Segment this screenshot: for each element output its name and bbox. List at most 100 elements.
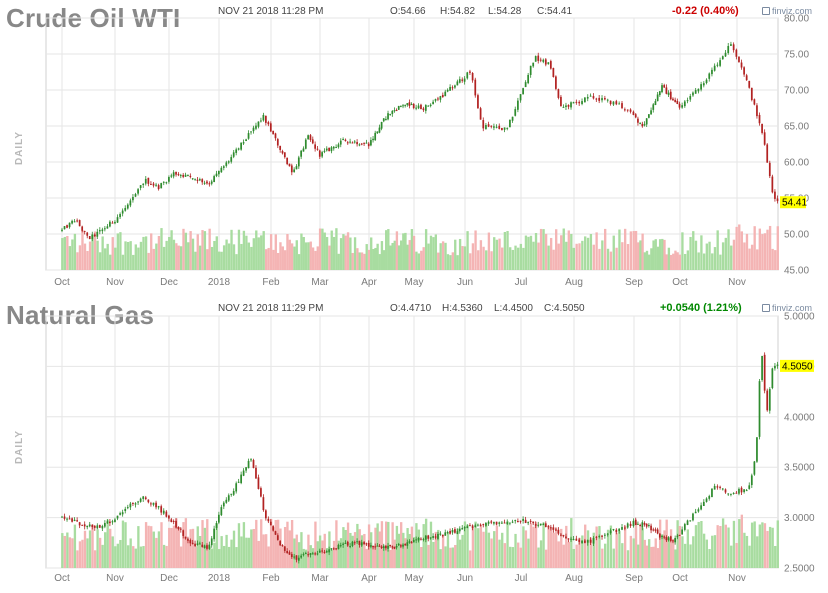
candle-body [676, 100, 679, 105]
volume-bar [252, 238, 255, 270]
candle-body [683, 524, 686, 530]
volume-bar [667, 247, 671, 270]
volume-bar [314, 250, 317, 270]
candle-body [732, 492, 735, 494]
candle-body [692, 92, 694, 96]
volume-bar [297, 254, 301, 270]
candle-body [652, 104, 655, 110]
candle-body [567, 538, 570, 540]
volume-bar [503, 543, 507, 568]
x-tick-label: Dec [160, 277, 178, 288]
candle-body [177, 174, 180, 176]
volume-bar [745, 535, 749, 568]
volume-bar [168, 236, 171, 270]
volume-bar [621, 543, 624, 568]
candle-body [672, 98, 674, 101]
candle-body [235, 149, 238, 153]
candle-body [242, 470, 245, 476]
candle-body [626, 523, 629, 528]
candle-body [415, 539, 417, 541]
candle-body [420, 538, 422, 540]
candle-body [344, 542, 347, 544]
natural-gas-brand[interactable]: finviz.com [762, 303, 812, 313]
volume-bar [137, 526, 140, 568]
candle-body [719, 60, 721, 66]
volume-bar [318, 228, 322, 270]
candle-body [458, 79, 461, 83]
volume-bar [316, 246, 319, 270]
candle-body [689, 520, 692, 522]
volume-bar [198, 245, 202, 270]
candle-body [139, 498, 142, 502]
volume-bar [716, 525, 719, 568]
candle-body [686, 100, 689, 102]
candle-body [391, 110, 394, 114]
volume-bar [689, 236, 692, 270]
candle-body [694, 90, 697, 94]
candle-body [522, 518, 524, 521]
x-tick-label: Oct [672, 573, 688, 584]
volume-bar [522, 247, 525, 270]
candle-body [309, 135, 312, 140]
candle-body [187, 174, 189, 176]
candle-body [73, 519, 76, 522]
candle-body [367, 542, 370, 547]
candle-body [650, 110, 652, 115]
volume-bar [134, 548, 137, 568]
candle-body [441, 94, 444, 97]
candle-body [162, 510, 165, 514]
natural-gas-change: +0.0540 (1.21%) [660, 302, 742, 314]
volume-bar [274, 519, 277, 568]
volume-bar [198, 536, 202, 568]
volume-bar [63, 535, 66, 568]
candle-body [503, 127, 506, 130]
candle-body [316, 148, 319, 150]
volume-bar [495, 525, 499, 568]
volume-bar [626, 550, 630, 568]
volume-bar [648, 539, 651, 568]
volume-bar [232, 530, 236, 568]
volume-bar [332, 540, 336, 568]
volume-bar [738, 224, 741, 270]
volume-bar [539, 228, 543, 270]
candle-body [771, 176, 774, 193]
volume-bar [503, 231, 507, 270]
volume-bar [321, 540, 324, 568]
y-tick-label: 2.5000 [784, 564, 815, 575]
crude-oil-datetime: NOV 21 2018 11:28 PM [218, 6, 324, 17]
candle-body [477, 524, 479, 526]
candle-body [652, 529, 655, 531]
candle-body [78, 220, 81, 227]
volume-bar [763, 233, 767, 270]
volume-bar [601, 240, 604, 270]
volume-bar [648, 254, 651, 270]
volume-bar [276, 519, 280, 568]
candle-body [242, 142, 245, 144]
volume-bar [586, 530, 590, 568]
volume-bar [126, 545, 130, 568]
volume-bar [549, 527, 553, 568]
candle-body [495, 521, 498, 525]
candle-body [61, 229, 63, 231]
candle-body [774, 191, 776, 199]
volume-bar [456, 528, 459, 568]
candle-body [471, 525, 474, 528]
crude-oil-brand[interactable]: finviz.com [762, 6, 812, 16]
candle-body [466, 526, 469, 529]
volume-bar [86, 538, 89, 568]
candle-body [86, 232, 89, 236]
candle-body [165, 182, 168, 184]
candle-body [511, 521, 514, 523]
volume-bar [225, 239, 228, 270]
candle-body [763, 132, 766, 145]
volume-bar [382, 547, 386, 568]
candle-body [116, 217, 119, 223]
volume-bar [612, 548, 615, 568]
candle-body [477, 95, 479, 109]
volume-bar [656, 246, 660, 270]
volume-bar [155, 537, 158, 568]
candle-body [247, 133, 250, 139]
volume-bar [519, 547, 523, 568]
x-tick-label: 2018 [208, 573, 231, 584]
volume-bar [490, 251, 493, 270]
